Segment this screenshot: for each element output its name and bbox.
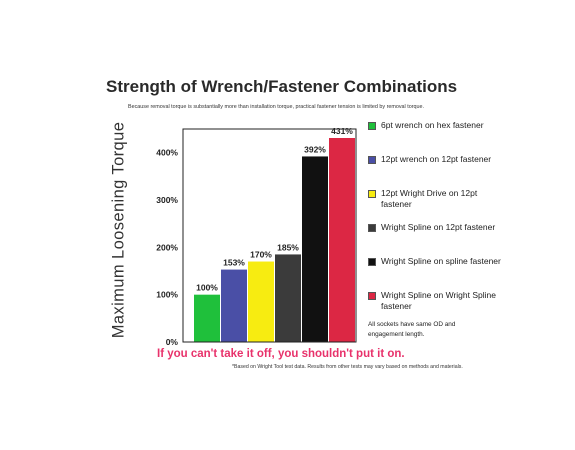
y-tick-label: 0% (166, 337, 179, 347)
y-tick-label: 300% (156, 195, 178, 205)
bar (194, 294, 220, 342)
chart-note: All sockets have same OD and engagement … (368, 321, 456, 338)
legend-swatch (368, 156, 376, 164)
y-tick-label: 100% (156, 290, 178, 300)
legend-label: Wright Spline on Wright Spline fastener (381, 290, 496, 311)
y-tick-label: 400% (156, 148, 178, 158)
legend-label: 12pt wrench on 12pt fastener (381, 154, 492, 164)
bar (275, 254, 301, 342)
plot-area-frame (182, 128, 357, 343)
bar (329, 137, 355, 342)
legend-item: Wright Spline on 12pt fastener (368, 222, 508, 233)
y-tick-label: 200% (156, 242, 178, 252)
legend-label: Wright Spline on 12pt fastener (381, 222, 496, 232)
chart-title: Strength of Wrench/Fastener Combinations (106, 77, 458, 96)
bar (302, 156, 328, 342)
legend-swatch (368, 292, 376, 300)
legend-label: Wright Spline on spline fastener (381, 256, 501, 266)
bar (221, 269, 247, 342)
legend-swatch (368, 224, 376, 232)
legend-label: 6pt wrench on hex fastener (381, 120, 484, 130)
legend-swatch (368, 122, 376, 130)
bar-value-label: 153% (223, 258, 245, 268)
bar-value-label: 170% (250, 250, 272, 260)
slogan: If you can't take it off, you shouldn't … (157, 348, 405, 360)
legend-swatch (368, 190, 376, 198)
legend-item: Wright Spline on Wright Spline fastener (368, 290, 508, 312)
chart-subtitle: Because removal torque is substantially … (128, 104, 425, 110)
bar-value-label: 185% (277, 242, 299, 252)
bar-value-label: 431% (331, 126, 353, 136)
legend-label: 12pt Wright Drive on 12pt fastener (381, 188, 478, 209)
bar-value-label: 392% (304, 144, 326, 154)
bar (248, 261, 274, 342)
footnote: *Based on Wright Tool test data. Results… (232, 364, 463, 370)
legend-item: 12pt wrench on 12pt fastener (368, 154, 508, 165)
legend-item: 12pt Wright Drive on 12pt fastener (368, 188, 508, 210)
bar-value-label: 100% (196, 283, 218, 293)
legend-swatch (368, 258, 376, 266)
legend-item: 6pt wrench on hex fastener (368, 120, 508, 131)
legend-item: Wright Spline on spline fastener (368, 256, 508, 267)
